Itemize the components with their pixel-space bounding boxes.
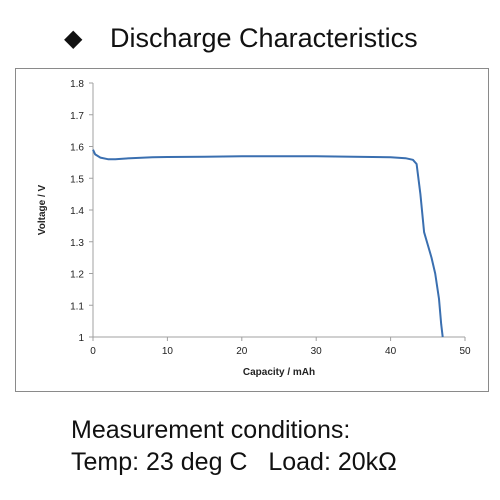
x-ticks: 0 10 20 30 40 50 [90, 337, 471, 357]
y-tick-label: 1.4 [70, 206, 84, 217]
y-tick-label: 1.2 [70, 270, 84, 281]
y-tick-label: 1.1 [70, 301, 84, 312]
conditions-values: Temp: 23 deg C Load: 20kΩ [71, 446, 397, 478]
x-tick-label: 40 [385, 346, 397, 357]
x-tick-label: 50 [459, 346, 471, 357]
y-tick-label: 1.3 [70, 238, 84, 249]
load-condition: Load: 20kΩ [268, 448, 397, 476]
conditions-heading: Measurement conditions: [71, 416, 351, 444]
y-tick-label: 1.5 [70, 174, 84, 185]
chart-heading: ◆ Discharge Characteristics [64, 18, 418, 58]
discharge-chart: 1 1.1 1.2 1.3 1.4 1.5 1.6 1.7 1.8 0 10 20 30 40 50 Ca… [37, 79, 471, 378]
series [92, 149, 444, 338]
y-tick-label: 1 [78, 333, 84, 344]
temperature-condition: Temp: 23 deg C [71, 448, 248, 476]
measurement-conditions: Measurement conditions: Temp: 23 deg C L… [71, 414, 397, 478]
x-axis-label: Capacity / mAh [243, 367, 315, 378]
chart-frame [15, 68, 489, 392]
discharge-curve-line [92, 149, 444, 338]
diamond-bullet-icon: ◆ [64, 24, 83, 52]
y-tick-label: 1.6 [70, 143, 84, 154]
y-axis-label: Voltage / V [37, 184, 48, 235]
x-tick-label: 10 [162, 346, 174, 357]
page-title: Discharge Characteristics [110, 22, 418, 53]
x-tick-label: 30 [311, 346, 323, 357]
x-tick-label: 0 [90, 346, 96, 357]
y-tick-label: 1.8 [70, 79, 84, 90]
axes [92, 83, 465, 338]
x-tick-label: 20 [236, 346, 248, 357]
y-ticks: 1 1.1 1.2 1.3 1.4 1.5 1.6 1.7 1.8 [70, 79, 93, 344]
y-tick-label: 1.7 [70, 111, 84, 122]
